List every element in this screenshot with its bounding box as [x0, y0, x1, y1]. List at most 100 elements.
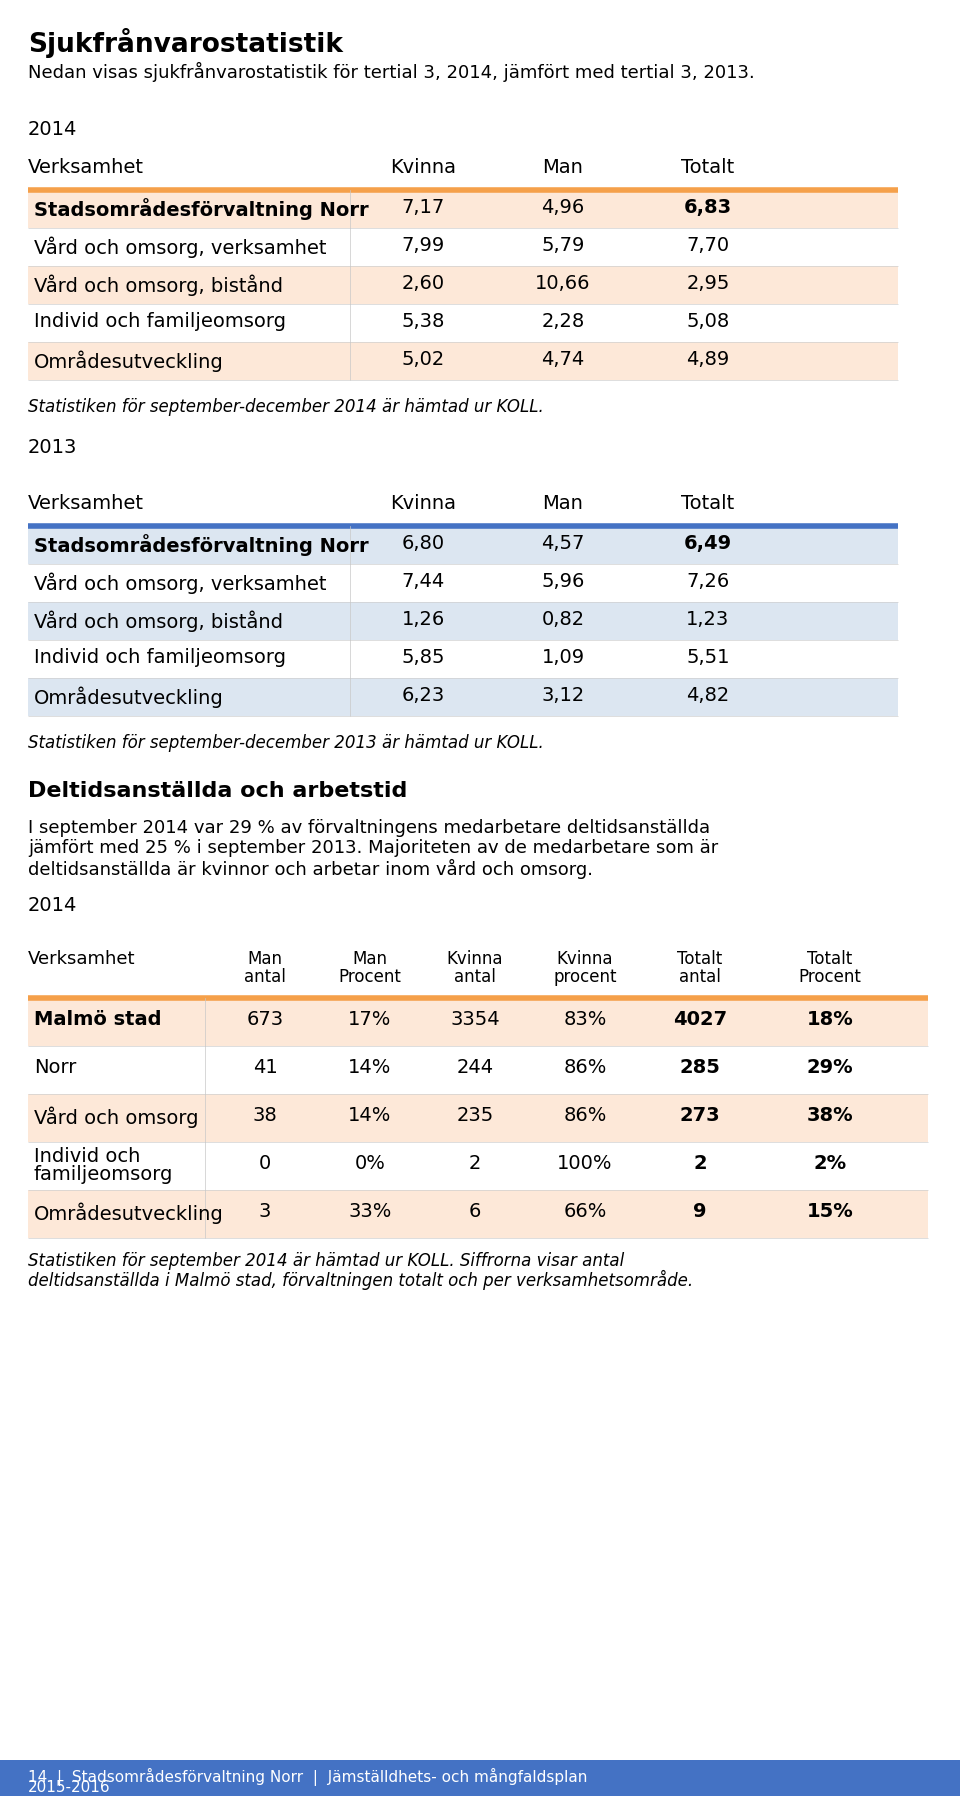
Text: 2014: 2014: [28, 120, 78, 138]
Text: 2013: 2013: [28, 438, 78, 456]
Text: Statistiken för september-december 2014 är hämtad ur KOLL.: Statistiken för september-december 2014 …: [28, 399, 543, 417]
Text: 5,08: 5,08: [686, 313, 730, 330]
Text: Statistiken för september-december 2013 är hämtad ur KOLL.: Statistiken för september-december 2013 …: [28, 735, 543, 753]
Text: 2,95: 2,95: [686, 275, 730, 293]
Text: Totalt: Totalt: [807, 950, 852, 968]
Text: 14%: 14%: [348, 1106, 392, 1124]
Text: Totalt: Totalt: [682, 494, 734, 514]
Text: Områdesutveckling: Områdesutveckling: [34, 350, 224, 372]
Text: antal: antal: [454, 968, 496, 986]
Bar: [28, 639, 898, 679]
Text: deltidsanställda är kvinnor och arbetar inom vård och omsorg.: deltidsanställda är kvinnor och arbetar …: [28, 858, 593, 878]
Bar: [28, 341, 898, 381]
Text: Vård och omsorg, bistånd: Vård och omsorg, bistånd: [34, 275, 283, 296]
Text: 3: 3: [259, 1202, 271, 1221]
Text: deltidsanställda i Malmö stad, förvaltningen totalt och per verksamhetsområde.: deltidsanställda i Malmö stad, förvaltni…: [28, 1270, 693, 1290]
Text: Stadsområdesförvaltning Norr: Stadsområdesförvaltning Norr: [34, 198, 369, 219]
Text: 15%: 15%: [806, 1202, 853, 1221]
Text: jämfört med 25 % i september 2013. Majoriteten av de medarbetare som är: jämfört med 25 % i september 2013. Major…: [28, 839, 718, 857]
Text: Områdesutveckling: Områdesutveckling: [34, 1202, 224, 1223]
Text: 86%: 86%: [564, 1058, 607, 1078]
Text: 0%: 0%: [354, 1155, 385, 1173]
Text: 3,12: 3,12: [541, 686, 585, 706]
Text: Man: Man: [542, 158, 584, 178]
Text: Nedan visas sjukfrånvarostatistik för tertial 3, 2014, jämfört med tertial 3, 20: Nedan visas sjukfrånvarostatistik för te…: [28, 63, 755, 83]
Text: 83%: 83%: [564, 1009, 607, 1029]
Text: 7,17: 7,17: [401, 198, 444, 217]
Text: Verksamhet: Verksamhet: [28, 494, 144, 514]
Text: 6,80: 6,80: [401, 533, 444, 553]
Text: 4,96: 4,96: [541, 198, 585, 217]
Text: 14%: 14%: [348, 1058, 392, 1078]
Text: 1,09: 1,09: [541, 648, 585, 666]
Text: 285: 285: [680, 1058, 720, 1078]
Text: familjeomsorg: familjeomsorg: [34, 1166, 174, 1184]
Text: Vård och omsorg, verksamhet: Vård och omsorg, verksamhet: [34, 571, 326, 593]
Text: Procent: Procent: [799, 968, 861, 986]
Text: Norr: Norr: [34, 1058, 77, 1078]
Text: 673: 673: [247, 1009, 283, 1029]
Text: 273: 273: [680, 1106, 720, 1124]
Text: 4,82: 4,82: [686, 686, 730, 706]
Bar: [28, 526, 898, 564]
Text: 5,38: 5,38: [401, 313, 444, 330]
Bar: [28, 999, 928, 1045]
Text: Totalt: Totalt: [682, 158, 734, 178]
Text: 86%: 86%: [564, 1106, 607, 1124]
Text: 4027: 4027: [673, 1009, 727, 1029]
Text: 244: 244: [456, 1058, 493, 1078]
Text: Verksamhet: Verksamhet: [28, 950, 135, 968]
Bar: [28, 1094, 928, 1142]
Text: 5,96: 5,96: [541, 571, 585, 591]
Text: procent: procent: [553, 968, 616, 986]
Text: Kvinna: Kvinna: [390, 494, 456, 514]
Text: Vård och omsorg: Vård och omsorg: [34, 1106, 199, 1128]
Text: 66%: 66%: [564, 1202, 607, 1221]
Text: 9: 9: [693, 1202, 707, 1221]
Text: Stadsområdesförvaltning Norr: Stadsområdesförvaltning Norr: [34, 533, 369, 557]
Text: Individ och familjeomsorg: Individ och familjeomsorg: [34, 313, 286, 330]
Text: 2015-2016: 2015-2016: [28, 1780, 110, 1794]
Text: 14  |  Stadsområdesförvaltning Norr  |  Jämställdhets- och mångfaldsplan: 14 | Stadsområdesförvaltning Norr | Jäms…: [28, 1767, 588, 1785]
Text: 235: 235: [456, 1106, 493, 1124]
Text: 6,23: 6,23: [401, 686, 444, 706]
Bar: [28, 1142, 928, 1191]
Text: 2014: 2014: [28, 896, 78, 914]
Bar: [28, 564, 898, 602]
Text: 7,70: 7,70: [686, 235, 730, 255]
Text: antal: antal: [679, 968, 721, 986]
Text: 41: 41: [252, 1058, 277, 1078]
Text: 2,28: 2,28: [541, 313, 585, 330]
Text: Områdesutveckling: Områdesutveckling: [34, 686, 224, 708]
Text: 2: 2: [693, 1155, 707, 1173]
Text: I september 2014 var 29 % av förvaltningens medarbetare deltidsanställda: I september 2014 var 29 % av förvaltning…: [28, 819, 710, 837]
Text: 29%: 29%: [806, 1058, 853, 1078]
Text: 38%: 38%: [806, 1106, 853, 1124]
Bar: [28, 602, 898, 639]
Text: 6,49: 6,49: [684, 533, 732, 553]
Bar: [28, 266, 898, 304]
Text: Verksamhet: Verksamhet: [28, 158, 144, 178]
Text: Statistiken för september 2014 är hämtad ur KOLL. Siffrorna visar antal: Statistiken för september 2014 är hämtad…: [28, 1252, 624, 1270]
Text: 7,44: 7,44: [401, 571, 444, 591]
Text: 2,60: 2,60: [401, 275, 444, 293]
Bar: [28, 1045, 928, 1094]
Text: 1,23: 1,23: [686, 611, 730, 629]
Text: Deltidsanställda och arbetstid: Deltidsanställda och arbetstid: [28, 781, 407, 801]
Bar: [28, 190, 898, 228]
Text: Totalt: Totalt: [678, 950, 723, 968]
Text: 33%: 33%: [348, 1202, 392, 1221]
Text: 4,57: 4,57: [541, 533, 585, 553]
Text: Kvinna: Kvinna: [557, 950, 613, 968]
Text: 1,26: 1,26: [401, 611, 444, 629]
Bar: [28, 1191, 928, 1237]
Text: Kvinna: Kvinna: [390, 158, 456, 178]
Text: 2: 2: [468, 1155, 481, 1173]
Text: 38: 38: [252, 1106, 277, 1124]
Text: 2%: 2%: [813, 1155, 847, 1173]
Text: Man: Man: [542, 494, 584, 514]
Text: 7,26: 7,26: [686, 571, 730, 591]
Text: 17%: 17%: [348, 1009, 392, 1029]
Bar: [0, 1760, 960, 1796]
Bar: [28, 304, 898, 341]
